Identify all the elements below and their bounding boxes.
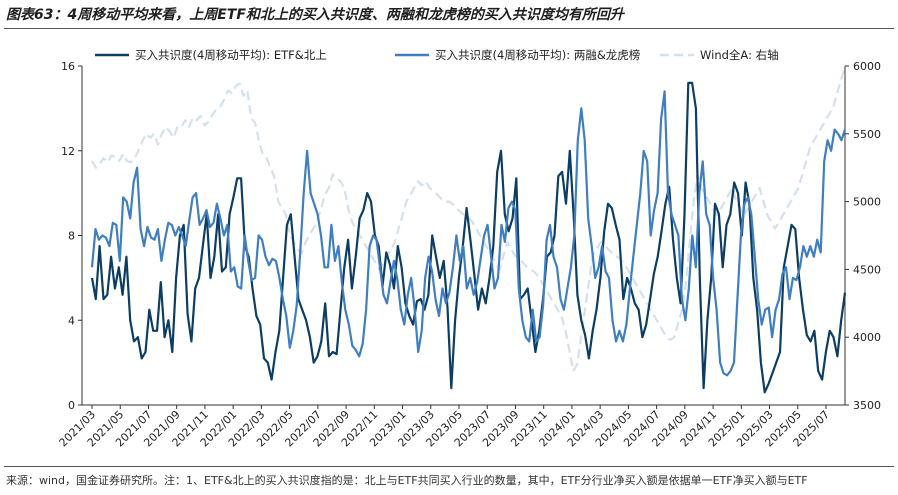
legend-label-1: 买入共识度(4周移动平均): ETF&北上 <box>135 48 327 62</box>
y-left-tick-label: 16 <box>61 60 75 73</box>
y-left-tick-label: 4 <box>68 314 75 327</box>
title-divider <box>4 28 894 29</box>
series-line-1 <box>90 81 847 394</box>
chart-title: 图表63：4周移动平均来看，上周ETF和北上的买入共识度、两融和龙虎榜的买入共识… <box>6 7 624 23</box>
y-left-tick-label: 8 <box>68 230 75 243</box>
y-right-tick-label: 5500 <box>853 128 881 141</box>
series-line-2 <box>90 90 847 377</box>
y-right-tick-label: 4000 <box>853 331 881 344</box>
source-note: 来源：wind，国金证券研究所。注：1、ETF&北上的买入共识度指的是：北上与E… <box>6 474 808 487</box>
y-left-tick-label: 0 <box>68 399 75 412</box>
chart-legend: 买入共识度(4周移动平均): ETF&北上 买入共识度(4周移动平均): 两融&龙… <box>95 48 779 62</box>
y-right-tick-label: 5000 <box>853 196 881 209</box>
legend-label-2: 买入共识度(4周移动平均): 两融&龙虎榜 <box>435 48 640 62</box>
y-right-tick-label: 4500 <box>853 263 881 276</box>
chart-axes: 04812163500400045005000550060002021/0320… <box>57 60 881 449</box>
legend-label-3: Wind全A: 右轴 <box>700 48 779 62</box>
y-left-tick-label: 12 <box>61 145 75 158</box>
source-divider <box>4 466 894 467</box>
y-right-tick-label: 6000 <box>853 60 881 73</box>
chart-series <box>90 65 847 394</box>
y-right-tick-label: 3500 <box>853 399 881 412</box>
